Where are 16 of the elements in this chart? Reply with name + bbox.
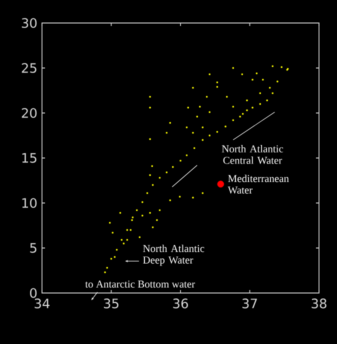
y-tick-label: 15 — [22, 153, 36, 163]
x-tick-label: 38 — [312, 298, 326, 308]
y-tick-label: 10 — [22, 198, 37, 208]
y-tick-label: 5 — [30, 243, 36, 253]
x-tick-label: 35 — [104, 298, 118, 308]
annotation: North Atlantic Central Water — [222, 145, 284, 164]
annotation: North Atlantic Deep Water — [143, 244, 204, 266]
y-tick-label: 0 — [30, 288, 37, 298]
annotation: to Antarctic Bottom water — [85, 280, 195, 288]
y-tick-label: 30 — [22, 18, 37, 28]
y-tick-label: 20 — [22, 108, 37, 118]
y-tick-label: 25 — [22, 63, 36, 73]
x-tick-label: 36 — [173, 298, 188, 308]
x-tick-label: 34 — [34, 298, 50, 308]
annotation: Mediterranean Water — [228, 174, 289, 194]
x-tick-label: 37 — [242, 298, 257, 308]
